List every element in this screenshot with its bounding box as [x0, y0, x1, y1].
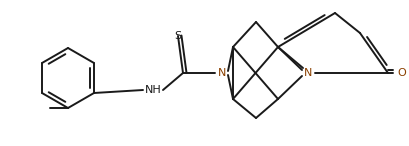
- Text: N: N: [218, 68, 226, 78]
- Text: O: O: [397, 68, 406, 78]
- Text: S: S: [174, 31, 182, 41]
- Text: NH: NH: [145, 85, 162, 95]
- Text: N: N: [304, 68, 312, 78]
